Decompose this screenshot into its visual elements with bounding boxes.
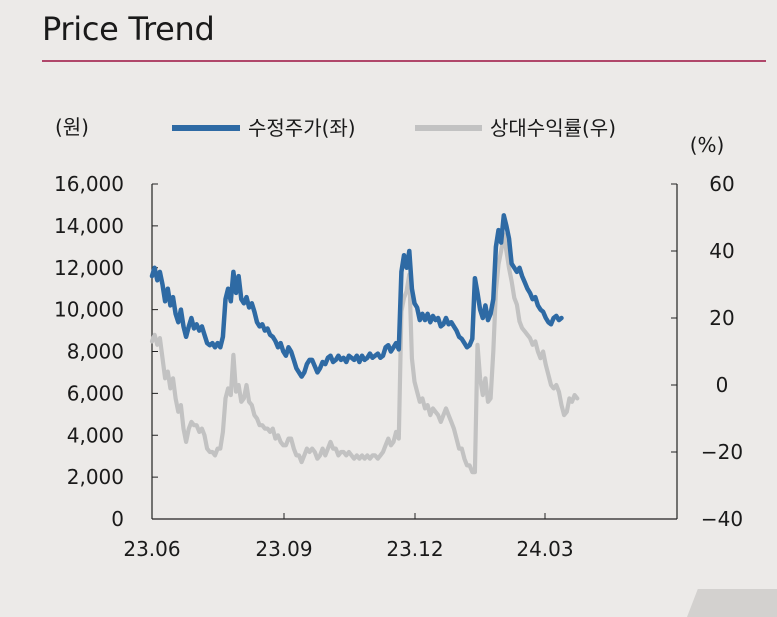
x-tick-label: 23.12: [386, 537, 443, 561]
labels: 16,000 14,000 12,000 10,000 8,000 6,000 4,000 2…: [54, 115, 743, 561]
series-line-relative-return: [149, 232, 580, 475]
left-tick-label: 4,000: [67, 423, 124, 447]
corner-decoration: [687, 589, 777, 617]
right-tick-label: −20: [701, 440, 743, 464]
left-tick-label: 10,000: [54, 298, 124, 322]
right-tick-label: 40: [709, 239, 734, 263]
right-tick-label: 0: [716, 373, 729, 397]
left-tick-label: 2,000: [67, 465, 124, 489]
right-tick-label: −40: [701, 507, 743, 531]
left-axis-unit: (원): [55, 115, 89, 139]
series-layer: [149, 213, 580, 475]
legend-label: 수정주가(좌): [248, 116, 356, 140]
right-axis-unit: (%): [690, 133, 725, 157]
x-tick-label: 23.09: [255, 537, 312, 561]
right-tick-label: 20: [709, 306, 734, 330]
left-tick-label: 12,000: [54, 256, 124, 280]
legend-label: 상대수익률(우): [490, 116, 616, 140]
x-tick-label: 24.03: [516, 537, 573, 561]
left-tick-label: 6,000: [67, 381, 124, 405]
left-tick-label: 0: [111, 507, 124, 531]
series-line-adjusted-price: [149, 213, 564, 379]
left-tick-label: 16,000: [54, 172, 124, 196]
left-tick-label: 14,000: [54, 214, 124, 238]
title-underline: [42, 60, 766, 62]
right-tick-label: 60: [709, 172, 734, 196]
left-tick-label: 8,000: [67, 340, 124, 364]
axes: [151, 183, 678, 520]
x-tick-label: 23.06: [123, 537, 180, 561]
page-title: Price Trend: [42, 10, 215, 48]
